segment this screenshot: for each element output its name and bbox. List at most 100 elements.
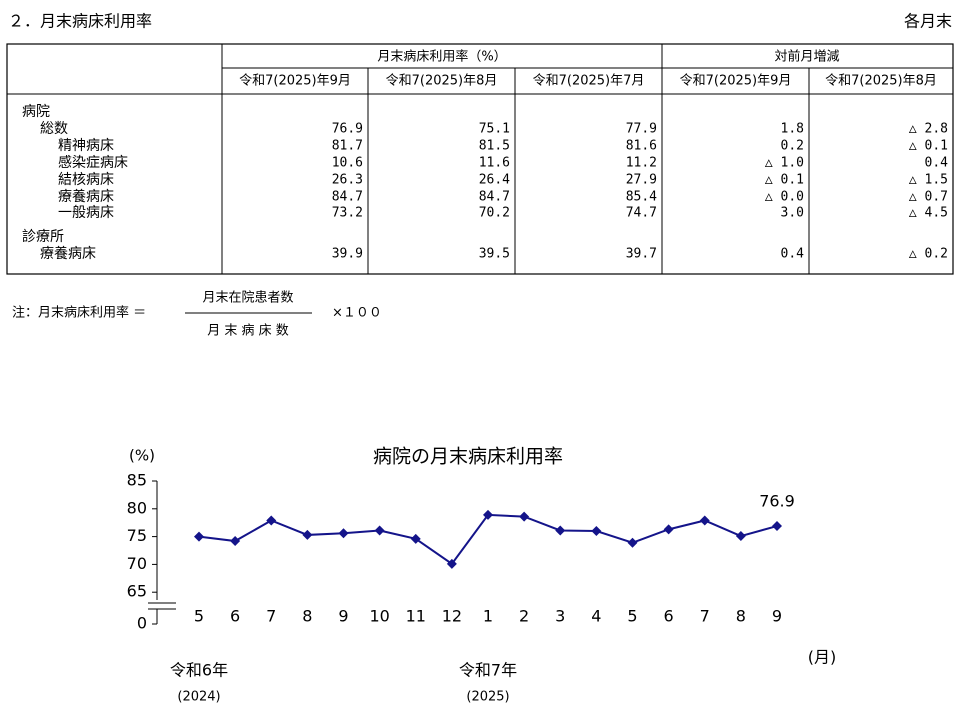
era-label: 令和7年 (459, 661, 517, 680)
x-tick-label: 6 (664, 607, 674, 626)
note-prefix: 注：月末病床利用率 ＝ (12, 305, 146, 321)
year-label: (2025) (466, 690, 509, 705)
data-point (266, 515, 277, 526)
data-label: 76.9 (759, 492, 795, 511)
x-tick-label: 9 (772, 607, 782, 626)
x-tick-label: 9 (338, 607, 348, 626)
cell: 26.3 (332, 173, 363, 188)
x-tick-label: 2 (519, 607, 529, 626)
cell: 76.9 (332, 122, 363, 137)
cell: 0.4 (925, 156, 949, 171)
column-header: 令和7(2025)年9月 (680, 74, 792, 89)
note-numerator: 月末在院患者数 (202, 291, 293, 306)
note: 注：月末病床利用率 ＝ 月末在院患者数 月 末 病 床 数 ×１００ (12, 291, 382, 339)
x-tick-label: 11 (406, 607, 426, 626)
data-point (591, 526, 602, 537)
row-label: 療養病床 (40, 245, 96, 262)
cell: 81.5 (479, 139, 510, 154)
x-tick-label: 3 (555, 607, 565, 626)
data-point (194, 531, 204, 542)
data-point (772, 521, 782, 532)
column-header: 令和7(2025)年7月 (533, 74, 645, 89)
data-point (483, 509, 493, 520)
x-tick-label: 6 (230, 607, 240, 626)
y-tick-label: 85 (127, 471, 147, 490)
x-tick-label: 7 (266, 607, 276, 626)
cell: 3.0 (781, 206, 804, 221)
data-point (699, 515, 710, 526)
data-point (627, 537, 638, 548)
cell: 11.6 (479, 156, 510, 171)
cell: 0.2 (781, 139, 804, 154)
cell: 81.6 (626, 139, 657, 154)
cell: 11.2 (626, 156, 657, 171)
cell: △ 0.1 (765, 173, 804, 188)
data-point (338, 528, 349, 539)
cell: 39.5 (479, 247, 510, 262)
column-header: 令和7(2025)年8月 (825, 74, 937, 89)
table-frame (6, 43, 954, 275)
cell: 74.7 (626, 206, 657, 221)
cell: △ 1.0 (765, 156, 804, 171)
x-tick-label: 1 (483, 607, 493, 626)
data-point (735, 531, 746, 542)
era-label: 令和6年 (170, 661, 228, 680)
data-point (446, 558, 457, 569)
note-suffix: ×１００ (332, 306, 382, 321)
note-denominator: 月 末 病 床 数 (207, 324, 289, 339)
x-tick-label: 8 (302, 607, 312, 626)
cell: △ 0.0 (765, 190, 804, 205)
cell: △ 1.5 (909, 173, 948, 188)
cell: 84.7 (479, 190, 510, 205)
year-label: (2024) (177, 690, 220, 705)
series-line (198, 513, 778, 566)
data-point (663, 524, 674, 535)
cell: 73.2 (332, 206, 363, 221)
cell: 10.6 (332, 156, 363, 171)
x-tick-label: 5 (194, 607, 204, 626)
row-label: 診療所 (22, 228, 64, 245)
row-label: 精神病床 (58, 138, 114, 154)
data-point (302, 529, 313, 540)
group-header: 月末病床利用率（%） (377, 49, 506, 65)
y-tick-label: 65 (127, 582, 147, 601)
title: ２．月末病床利用率 (8, 12, 152, 31)
row-label: 結核病床 (58, 172, 114, 188)
cell: 77.9 (626, 122, 657, 137)
cell: 81.7 (332, 139, 363, 154)
cell: 70.2 (479, 206, 510, 221)
cell: 39.7 (626, 247, 657, 262)
cell: 26.4 (479, 173, 510, 188)
y-tick-label: 75 (127, 526, 147, 545)
column-header: 令和7(2025)年9月 (239, 74, 351, 89)
row-label: 病院 (22, 104, 50, 120)
data-point (555, 525, 566, 536)
cell: △ 0.1 (909, 139, 948, 154)
data-point (374, 525, 385, 536)
cell: △ 0.2 (909, 247, 948, 262)
row-label: 総数 (40, 121, 68, 137)
x-tick-label: 12 (442, 607, 462, 626)
cell: 1.8 (781, 122, 804, 137)
row-label: 一般病床 (58, 205, 114, 221)
row-label: 療養病床 (58, 188, 114, 205)
x-unit: (月) (808, 648, 837, 667)
x-tick-label: 7 (700, 607, 710, 626)
cell: △ 4.5 (909, 206, 948, 221)
cell: 75.1 (479, 122, 510, 137)
cell: 27.9 (626, 173, 657, 188)
chart-title: 病院の月末病床利用率 (373, 446, 563, 468)
data-point (519, 511, 530, 522)
column-header: 令和7(2025)年8月 (386, 74, 498, 89)
y-unit: (%) (129, 447, 155, 465)
group-header: 対前月増減 (774, 49, 839, 65)
y-tick-label: 80 (127, 498, 147, 517)
x-tick-label: 10 (369, 607, 389, 626)
data-point (230, 536, 241, 547)
x-tick-label: 5 (627, 607, 637, 626)
row-label: 感染症病床 (58, 154, 128, 171)
y-tick-label: 0 (137, 614, 147, 633)
x-tick-label: 8 (736, 607, 746, 626)
